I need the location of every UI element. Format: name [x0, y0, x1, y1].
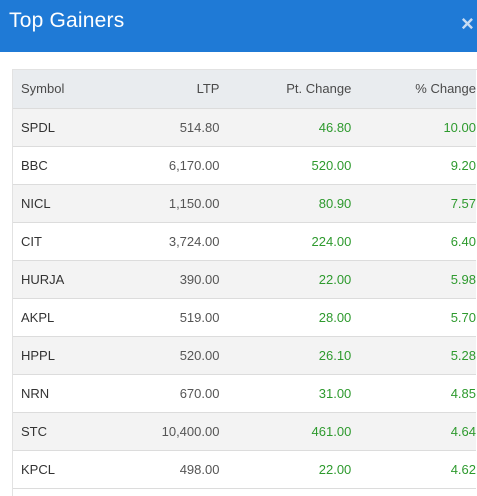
table-row[interactable]: NRN 670.00 31.00 4.85 — [13, 374, 476, 413]
pt-change-cell: 22.00 — [219, 260, 352, 299]
modal-header: Top Gainers × — [0, 0, 477, 52]
ltp-cell: 390.00 — [110, 260, 220, 299]
pt-change-cell: 28.00 — [219, 298, 352, 337]
pt-change-cell: 46.80 — [219, 108, 352, 147]
modal-title: Top Gainers — [9, 9, 125, 32]
pct-change-cell: 4.62 — [351, 450, 476, 489]
ltp-cell: 519.00 — [110, 298, 220, 337]
column-header-pct-change[interactable]: % Change — [351, 70, 476, 109]
symbol-cell: CIT — [13, 222, 111, 261]
pt-change-cell: 26.10 — [219, 336, 352, 375]
table-row[interactable]: CIT 3,724.00 224.00 6.40 — [13, 222, 476, 261]
pt-change-cell: 461.00 — [219, 412, 352, 451]
symbol-cell: NRN — [13, 374, 111, 413]
pt-change-cell: 22.00 — [219, 450, 352, 489]
symbol-cell: HPPL — [13, 336, 111, 375]
table-row[interactable]: SPDL 514.80 46.80 10.00 — [13, 108, 476, 147]
table-row[interactable]: BBC 6,170.00 520.00 9.20 — [13, 146, 476, 185]
ltp-cell: 670.00 — [110, 374, 220, 413]
pt-change-cell: 520.00 — [219, 146, 352, 185]
pct-change-cell: 4.64 — [351, 412, 476, 451]
ltp-cell: 6,170.00 — [110, 146, 220, 185]
pct-change-cell: 5.98 — [351, 260, 476, 299]
column-header-ltp[interactable]: LTP — [110, 70, 220, 109]
pt-change-cell: 80.90 — [219, 184, 352, 223]
table-row[interactable]: HPPL 520.00 26.10 5.28 — [13, 336, 476, 375]
ltp-cell: 10,400.00 — [110, 412, 220, 451]
symbol-cell: HURJA — [13, 260, 111, 299]
table-header-row: Symbol LTP Pt. Change % Change — [13, 70, 476, 109]
table-row[interactable]: NICL 1,150.00 80.90 7.57 — [13, 184, 476, 223]
symbol-cell: AKPL — [13, 298, 111, 337]
column-header-symbol[interactable]: Symbol — [13, 70, 111, 109]
table-row[interactable]: HURJA 390.00 22.00 5.98 — [13, 260, 476, 299]
top-gainers-panel: Symbol LTP Pt. Change % Change SPDL 514.8… — [12, 69, 477, 496]
pct-change-cell: 9.20 — [351, 146, 476, 185]
symbol-cell: STC — [13, 412, 111, 451]
top-gainers-table: Symbol LTP Pt. Change % Change SPDL 514.8… — [13, 70, 476, 489]
ltp-cell: 514.80 — [110, 108, 220, 147]
pct-change-cell: 7.57 — [351, 184, 476, 223]
pct-change-cell: 5.28 — [351, 336, 476, 375]
table-row[interactable]: STC 10,400.00 461.00 4.64 — [13, 412, 476, 451]
pct-change-cell: 10.00 — [351, 108, 476, 147]
column-header-pt-change[interactable]: Pt. Change — [219, 70, 352, 109]
pct-change-cell: 4.85 — [351, 374, 476, 413]
close-icon[interactable]: × — [461, 11, 474, 36]
symbol-cell: SPDL — [13, 108, 111, 147]
pct-change-cell: 5.70 — [351, 298, 476, 337]
table-row[interactable]: AKPL 519.00 28.00 5.70 — [13, 298, 476, 337]
ltp-cell: 1,150.00 — [110, 184, 220, 223]
pt-change-cell: 31.00 — [219, 374, 352, 413]
symbol-cell: NICL — [13, 184, 111, 223]
ltp-cell: 520.00 — [110, 336, 220, 375]
table-row[interactable]: KPCL 498.00 22.00 4.62 — [13, 450, 476, 489]
pct-change-cell: 6.40 — [351, 222, 476, 261]
ltp-cell: 498.00 — [110, 450, 220, 489]
symbol-cell: KPCL — [13, 450, 111, 489]
ltp-cell: 3,724.00 — [110, 222, 220, 261]
symbol-cell: BBC — [13, 146, 111, 185]
pt-change-cell: 224.00 — [219, 222, 352, 261]
